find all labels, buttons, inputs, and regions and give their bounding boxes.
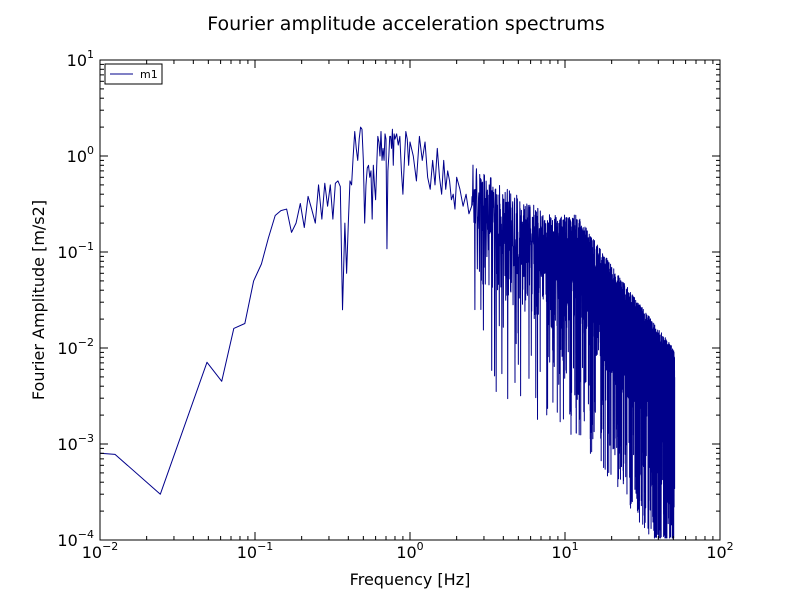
chart-title: Fourier amplitude acceleration spectrums — [207, 13, 605, 35]
x-tick-labels: 10−2 10−1 100 101 102 — [82, 540, 734, 562]
y-tick-labels: 10−4 10−3 10−2 10−1 100 101 — [57, 48, 94, 550]
y-tick-label: 10−2 — [57, 336, 94, 358]
tick-layer — [99, 59, 721, 541]
legend-label-m1: m1 — [140, 68, 158, 81]
plot-area — [99, 59, 721, 541]
x-tick-label: 10−2 — [82, 540, 119, 562]
series-layer — [99, 126, 676, 539]
x-tick-label: 101 — [551, 540, 578, 562]
y-tick-label: 101 — [67, 48, 94, 70]
x-tick-label: 10−1 — [237, 540, 274, 562]
legend: m1 — [104, 63, 163, 85]
y-tick-label: 10−3 — [57, 432, 94, 454]
x-axis-label: Frequency [Hz] — [350, 570, 471, 589]
x-tick-label: 102 — [706, 540, 733, 562]
x-tick-label: 100 — [396, 540, 423, 562]
series-line-m1 — [99, 126, 676, 539]
y-axis-label: Fourier Amplitude [m/s2] — [29, 200, 48, 400]
y-tick-label: 10−4 — [57, 528, 94, 550]
legend-box — [104, 63, 163, 85]
y-tick-label: 100 — [67, 144, 94, 166]
y-tick-label: 10−1 — [57, 240, 94, 262]
